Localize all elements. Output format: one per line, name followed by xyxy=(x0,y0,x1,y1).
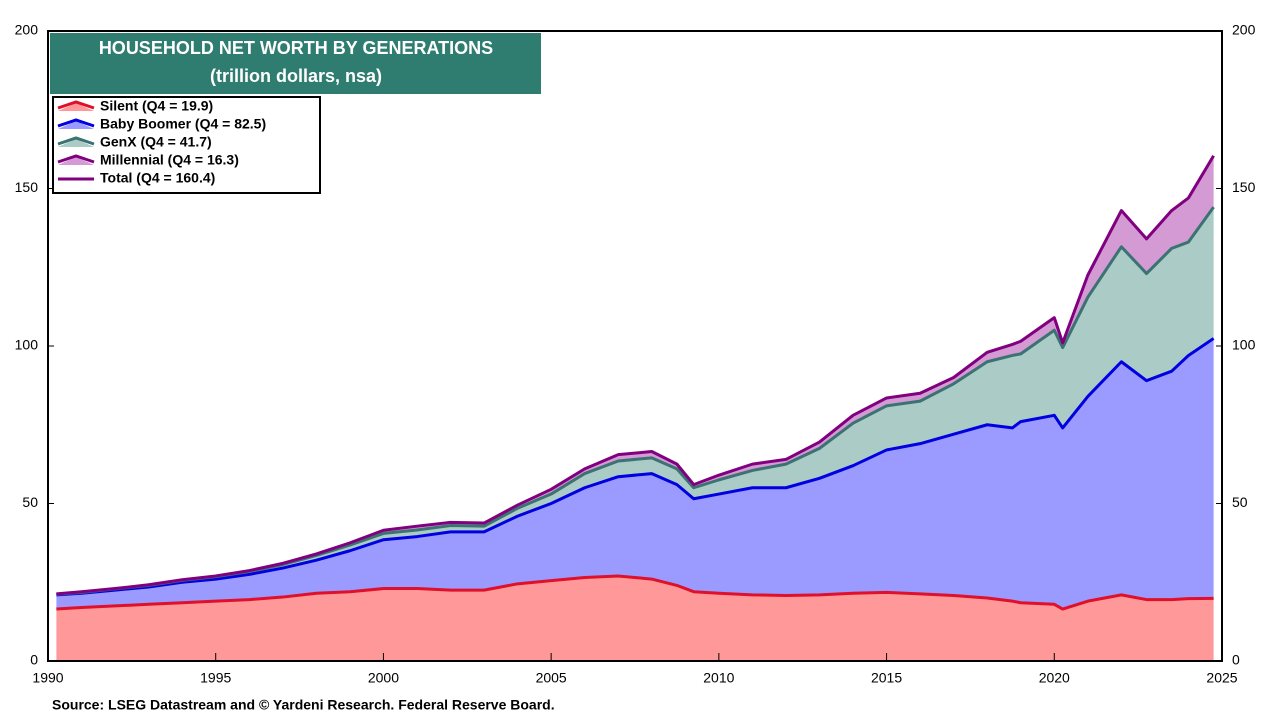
y2-tick-label: 0 xyxy=(1232,652,1240,668)
legend-line xyxy=(57,136,95,146)
x-tick-label: 2000 xyxy=(368,670,399,686)
legend-line xyxy=(57,154,95,164)
y-tick-label: 150 xyxy=(15,179,39,195)
area-fill xyxy=(56,575,1214,661)
legend-line xyxy=(57,100,95,110)
legend-label: Total (Q4 = 160.4) xyxy=(100,170,215,186)
x-tick-label: 2025 xyxy=(1206,670,1237,686)
y2-tick-label: 100 xyxy=(1232,337,1256,353)
y-tick-label: 200 xyxy=(15,22,39,38)
total-line xyxy=(56,154,1215,596)
x-tick-label: 2010 xyxy=(703,670,734,686)
series-line xyxy=(56,337,1215,597)
legend-line xyxy=(57,118,95,128)
y-tick-label: 0 xyxy=(30,652,38,668)
x-tick-label: 2015 xyxy=(871,670,902,686)
y2-tick-label: 50 xyxy=(1232,494,1248,510)
legend-swatch xyxy=(58,121,94,129)
legend-swatch xyxy=(58,103,94,111)
chart-subtitle: (trillion dollars, nsa) xyxy=(210,66,382,86)
legend-label: Baby Boomer (Q4 = 82.5) xyxy=(100,116,266,132)
legend-label: Silent (Q4 = 19.9) xyxy=(100,98,213,114)
y-tick-label: 100 xyxy=(15,337,39,353)
legend-swatch xyxy=(58,139,94,147)
source-note: Source: LSEG Datastream and © Yardeni Re… xyxy=(52,697,555,713)
area-fill xyxy=(56,207,1214,595)
legend-swatch xyxy=(58,157,94,165)
y-tick-label: 50 xyxy=(22,494,38,510)
series-line xyxy=(56,574,1214,611)
legend: Silent (Q4 = 19.9) Baby Boomer (Q4 = 82.5… xyxy=(52,96,321,194)
x-tick-label: 2005 xyxy=(536,670,567,686)
legend-label: GenX (Q4 = 41.7) xyxy=(100,134,212,150)
y2-tick-label: 200 xyxy=(1232,22,1256,38)
x-tick-label: 1990 xyxy=(32,670,63,686)
chart-title: HOUSEHOLD NET WORTH BY GENERATIONS xyxy=(99,38,493,58)
y2-tick-label: 150 xyxy=(1232,179,1256,195)
legend-label: Millennial (Q4 = 16.3) xyxy=(100,152,239,168)
title-box xyxy=(50,33,541,94)
x-tick-label: 2020 xyxy=(1039,670,1070,686)
x-tick-label: 1995 xyxy=(200,670,231,686)
area-fill xyxy=(56,338,1214,610)
legend-box xyxy=(52,96,321,194)
